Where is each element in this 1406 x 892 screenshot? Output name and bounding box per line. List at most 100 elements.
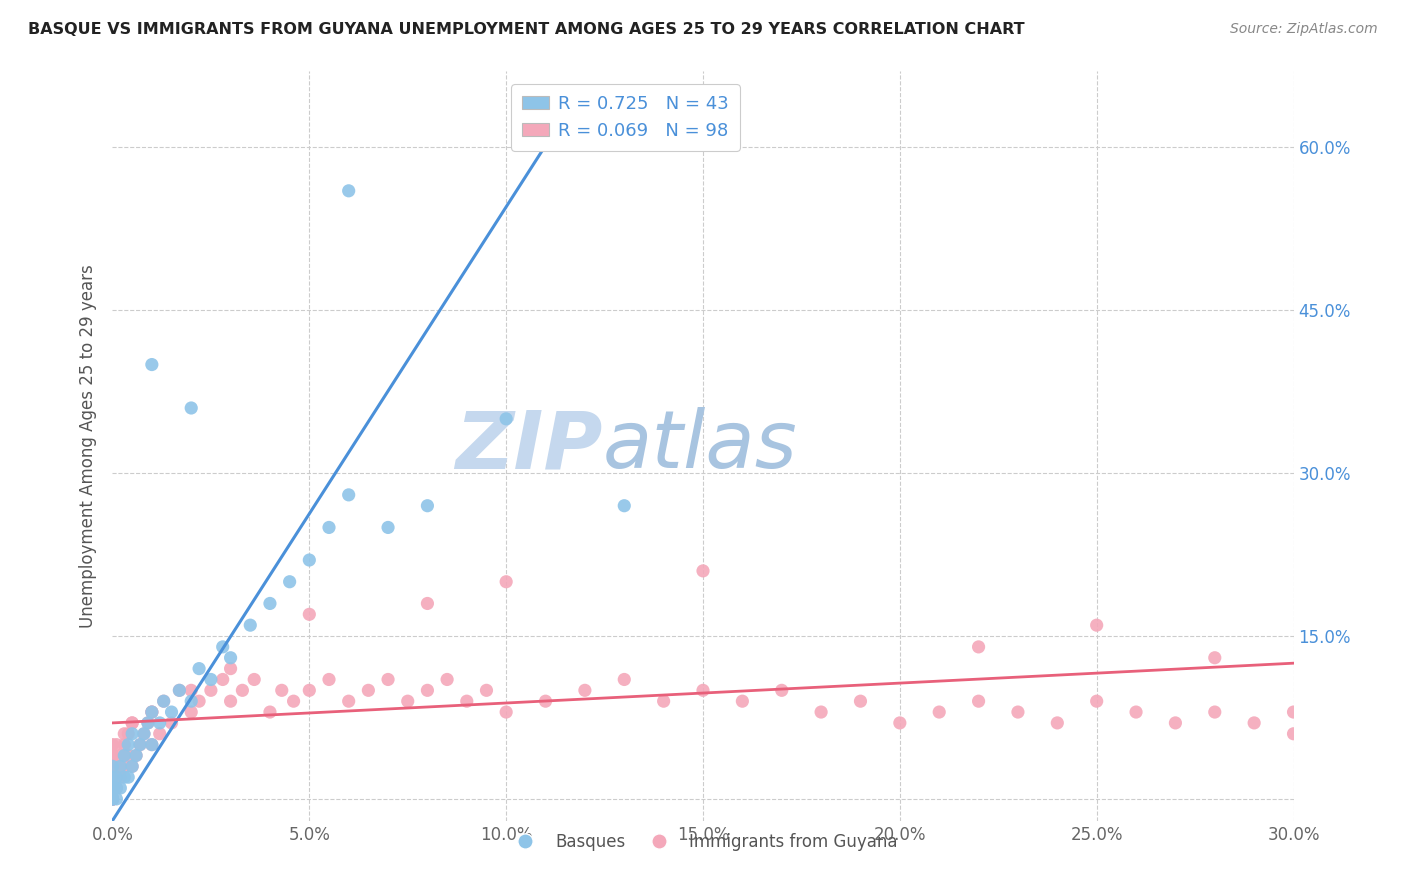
Point: [278, 574, 301, 589]
Point: [1125, 705, 1147, 719]
Point: [967, 640, 990, 654]
Point: [101, 748, 124, 763]
Point: [180, 683, 202, 698]
Point: [141, 738, 163, 752]
Point: [101, 792, 124, 806]
Point: [160, 715, 183, 730]
Point: [377, 673, 399, 687]
Point: [152, 694, 174, 708]
Point: [574, 683, 596, 698]
Point: [141, 358, 163, 372]
Point: [141, 705, 163, 719]
Point: [101, 792, 124, 806]
Text: Source: ZipAtlas.com: Source: ZipAtlas.com: [1230, 22, 1378, 37]
Point: [219, 650, 242, 665]
Point: [105, 738, 128, 752]
Point: [849, 694, 872, 708]
Point: [1204, 705, 1226, 719]
Text: atlas: atlas: [603, 407, 797, 485]
Point: [692, 564, 714, 578]
Point: [101, 792, 124, 806]
Point: [110, 748, 132, 763]
Point: [416, 499, 439, 513]
Point: [101, 780, 124, 795]
Point: [101, 792, 124, 806]
Point: [121, 759, 143, 773]
Point: [105, 792, 128, 806]
Point: [101, 792, 124, 806]
Point: [169, 683, 191, 698]
Point: [200, 683, 222, 698]
Point: [928, 705, 950, 719]
Point: [495, 705, 517, 719]
Point: [180, 694, 202, 708]
Point: [770, 683, 793, 698]
Point: [101, 792, 124, 806]
Point: [136, 715, 159, 730]
Point: [101, 792, 124, 806]
Point: [298, 553, 321, 567]
Point: [101, 738, 124, 752]
Point: [1007, 705, 1029, 719]
Point: [337, 488, 360, 502]
Point: [101, 792, 124, 806]
Point: [211, 673, 233, 687]
Point: [112, 738, 135, 752]
Point: [396, 694, 419, 708]
Point: [731, 694, 754, 708]
Y-axis label: Unemployment Among Ages 25 to 29 years: Unemployment Among Ages 25 to 29 years: [79, 264, 97, 628]
Point: [692, 683, 714, 698]
Point: [141, 738, 163, 752]
Point: [231, 683, 253, 698]
Point: [652, 694, 675, 708]
Point: [318, 673, 340, 687]
Point: [101, 792, 124, 806]
Point: [125, 748, 148, 763]
Point: [967, 694, 990, 708]
Point: [1243, 715, 1265, 730]
Point: [129, 738, 152, 752]
Point: [1282, 727, 1305, 741]
Point: [1085, 694, 1108, 708]
Point: [1164, 715, 1187, 730]
Point: [110, 770, 132, 784]
Point: [121, 727, 143, 741]
Point: [112, 770, 135, 784]
Point: [112, 748, 135, 763]
Point: [112, 727, 135, 741]
Point: [495, 574, 517, 589]
Point: [357, 683, 380, 698]
Point: [180, 705, 202, 719]
Point: [200, 673, 222, 687]
Point: [219, 694, 242, 708]
Point: [132, 727, 155, 741]
Point: [298, 683, 321, 698]
Point: [112, 759, 135, 773]
Point: [152, 694, 174, 708]
Point: [1046, 715, 1069, 730]
Point: [613, 673, 636, 687]
Point: [211, 640, 233, 654]
Point: [456, 694, 478, 708]
Point: [169, 683, 191, 698]
Point: [117, 770, 139, 784]
Point: [1085, 618, 1108, 632]
Point: [889, 715, 911, 730]
Point: [105, 759, 128, 773]
Point: [101, 792, 124, 806]
Point: [416, 683, 439, 698]
Point: [110, 759, 132, 773]
Point: [259, 705, 281, 719]
Point: [188, 694, 211, 708]
Point: [101, 792, 124, 806]
Point: [125, 748, 148, 763]
Point: [110, 780, 132, 795]
Point: [298, 607, 321, 622]
Point: [475, 683, 498, 698]
Point: [101, 759, 124, 773]
Point: [141, 705, 163, 719]
Point: [180, 401, 202, 415]
Legend: Basques, Immigrants from Guyana: Basques, Immigrants from Guyana: [502, 826, 904, 857]
Point: [337, 694, 360, 708]
Point: [810, 705, 832, 719]
